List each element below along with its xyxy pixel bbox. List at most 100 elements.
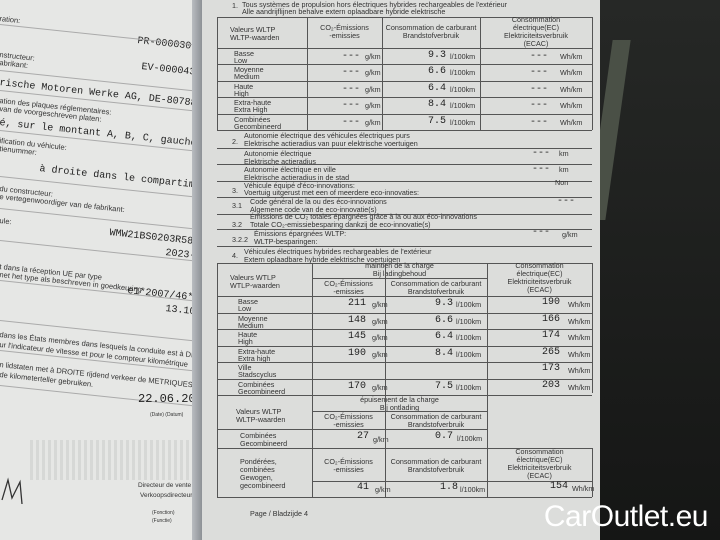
left-page: ration: PR-000030-WBA-1 nstructeur: abrikan… (0, 0, 192, 540)
unit: g/km (365, 84, 381, 94)
col-header: Elektriciteitsverbruik (504, 31, 568, 40)
col-header: épuisement de la charge (360, 395, 439, 404)
row-label: Basse (234, 49, 254, 58)
co2-value: --- (342, 83, 361, 95)
table-rule (385, 393, 386, 497)
table-rule (217, 148, 592, 149)
row-label: Ville (238, 363, 252, 372)
left-page-line: 2023-06-21 (164, 248, 192, 266)
unit: l/100km (456, 333, 482, 342)
table-rule (217, 97, 592, 99)
ec-value: --- (530, 67, 549, 79)
col-header: Brandstofverbruik (407, 420, 465, 429)
unit: Wh/km (572, 484, 595, 493)
unit: Wh/km (560, 101, 583, 111)
col-header: Consommation (515, 261, 564, 270)
signer-title-nl: Verkoopsdirecteur (140, 492, 192, 499)
table-rule (312, 278, 487, 279)
table-rule (385, 263, 386, 393)
col-header: CO₂-Émissions (324, 412, 373, 421)
ec-value: 154 (550, 481, 569, 492)
date-value: 22.06.2023 (138, 392, 192, 406)
unit: Wh/km (560, 84, 583, 94)
col-header: -emissies (329, 31, 360, 40)
table-rule (217, 130, 592, 131)
table-rule (217, 362, 592, 363)
value: --- (532, 164, 551, 175)
unit: g/km (372, 349, 388, 359)
row-label: combinées (240, 465, 275, 474)
signer-title: Directeur de vente (138, 482, 192, 489)
unit: l/100km (450, 52, 476, 61)
left-page-line: abrikant: (0, 58, 29, 70)
row-label: Medium (234, 72, 260, 82)
page-gutter (192, 0, 202, 540)
unit: l/100km (460, 485, 486, 494)
section-number: 2. (232, 137, 238, 146)
col-header: CO₂-Émissions (324, 457, 373, 466)
co2-value: 27 (357, 431, 370, 442)
date-label: (Date) (Datum) (150, 412, 184, 418)
unit: l/100km (457, 434, 483, 443)
col-header: Bij ontlading (379, 403, 420, 412)
ec-value: 190 (542, 297, 561, 308)
col-header: (ECAC) (527, 285, 552, 294)
table-rule (217, 80, 592, 82)
row-label: Gecombineerd (240, 439, 288, 448)
col-header: Consommation (511, 15, 561, 24)
fuel-value: 6.6 (435, 314, 454, 326)
unit: l/100km (450, 117, 476, 127)
table-rule (592, 17, 593, 130)
co2-value: --- (342, 100, 361, 112)
fuel-value: 7.5 (435, 380, 454, 392)
function-label: (Fonction) (152, 510, 175, 516)
fuel-value: 6.4 (435, 331, 454, 342)
fuel-value: 1.8 (440, 482, 459, 493)
unit: g/km (372, 333, 388, 342)
table-rule (307, 17, 308, 130)
row-label: Elektrische actieradius in de stad (244, 173, 350, 182)
ec-value: --- (530, 100, 549, 112)
row-label: Gecombineerd (238, 386, 286, 396)
unit: g/km (372, 316, 388, 326)
section-number: 3.1 (232, 201, 242, 210)
co2-value: 190 (348, 347, 367, 359)
table-rule (592, 448, 593, 497)
unit: g/km (372, 300, 388, 309)
function-label-nl: (Functie) (152, 518, 172, 524)
unit: l/100km (450, 84, 476, 94)
col-header: Elektriciteitsverbruik (507, 463, 572, 472)
col-header: Valeurs WTLP (230, 273, 276, 282)
col-header: électrique(EC) (516, 269, 563, 278)
row-label: Autonomie électrique (244, 149, 312, 158)
page-number: Page / Bladzijde 4 (250, 509, 308, 518)
table-rule (312, 411, 487, 412)
row-label: Extra-haute (238, 346, 276, 356)
value: --- (532, 148, 551, 159)
co2-value: 148 (348, 314, 367, 326)
unit: Wh/km (560, 68, 583, 78)
table-rule (217, 345, 592, 347)
section-number: 1. (232, 1, 238, 10)
col-header: Consommation de carburant (385, 23, 477, 32)
left-page-line: EV-000043-WBA-1 (140, 62, 192, 83)
unit: g/km (373, 435, 389, 444)
unit: km (559, 149, 569, 158)
fuel-value: 7.5 (428, 115, 447, 127)
barcode (30, 440, 190, 480)
co2-value: --- (342, 67, 361, 79)
col-header: Consommation de carburant (390, 279, 482, 288)
right-page: 1. Tous systèmes de propulsion hors élect… (202, 0, 600, 540)
ec-value: --- (530, 116, 549, 128)
table-rule (217, 497, 592, 498)
table-rule (592, 263, 593, 393)
col-header: Brandstofverbruik (407, 287, 465, 296)
unit: Wh/km (560, 117, 583, 127)
value: --- (557, 196, 576, 207)
table-rule (217, 229, 592, 230)
row-label: Extra High (234, 105, 268, 115)
ec-value: 173 (542, 363, 561, 374)
co2-value: --- (342, 116, 361, 128)
unit: g/km (372, 382, 388, 392)
unit: Wh/km (568, 366, 591, 375)
